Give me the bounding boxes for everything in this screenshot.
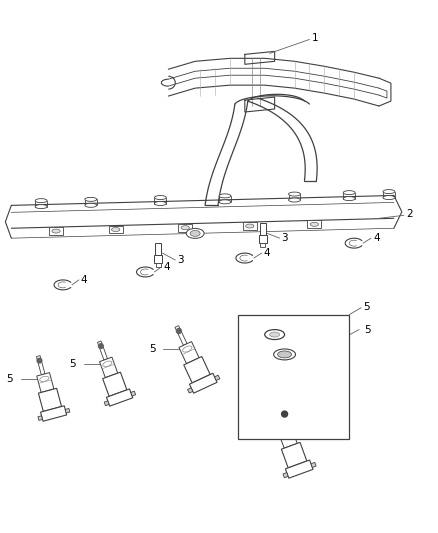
Polygon shape bbox=[184, 357, 210, 383]
Ellipse shape bbox=[190, 230, 200, 237]
Ellipse shape bbox=[289, 198, 300, 202]
Polygon shape bbox=[37, 373, 54, 392]
Ellipse shape bbox=[274, 349, 296, 360]
Bar bbox=[49, 227, 63, 235]
Text: 3: 3 bbox=[282, 233, 288, 243]
Polygon shape bbox=[179, 342, 199, 364]
Circle shape bbox=[99, 344, 103, 349]
Ellipse shape bbox=[246, 224, 254, 228]
Circle shape bbox=[277, 413, 282, 417]
Polygon shape bbox=[215, 375, 220, 381]
Ellipse shape bbox=[103, 361, 112, 367]
Bar bbox=[155, 255, 162, 263]
Text: 2: 2 bbox=[406, 209, 413, 220]
Polygon shape bbox=[65, 408, 70, 413]
Ellipse shape bbox=[112, 228, 120, 231]
Bar bbox=[243, 222, 257, 230]
Polygon shape bbox=[38, 416, 42, 421]
Polygon shape bbox=[276, 409, 286, 430]
Text: 3: 3 bbox=[177, 255, 184, 265]
Ellipse shape bbox=[219, 200, 231, 204]
Ellipse shape bbox=[289, 192, 300, 196]
Ellipse shape bbox=[85, 197, 97, 201]
Polygon shape bbox=[281, 442, 307, 468]
Ellipse shape bbox=[270, 332, 279, 337]
Ellipse shape bbox=[35, 199, 47, 203]
Ellipse shape bbox=[52, 229, 60, 233]
Polygon shape bbox=[131, 391, 136, 396]
Polygon shape bbox=[41, 406, 67, 421]
Polygon shape bbox=[311, 463, 316, 467]
Ellipse shape bbox=[181, 225, 189, 230]
Ellipse shape bbox=[282, 431, 291, 437]
Ellipse shape bbox=[35, 205, 47, 208]
Polygon shape bbox=[190, 373, 217, 393]
Text: 4: 4 bbox=[163, 262, 170, 272]
Polygon shape bbox=[39, 388, 61, 411]
Bar bbox=[307, 220, 321, 228]
Polygon shape bbox=[102, 372, 127, 397]
Polygon shape bbox=[104, 401, 109, 406]
Ellipse shape bbox=[343, 197, 355, 200]
Polygon shape bbox=[36, 356, 45, 375]
Text: 5: 5 bbox=[6, 374, 13, 384]
Bar bbox=[259, 235, 267, 243]
Circle shape bbox=[37, 358, 42, 363]
Ellipse shape bbox=[310, 222, 318, 227]
Polygon shape bbox=[175, 326, 187, 345]
Polygon shape bbox=[286, 460, 313, 478]
Circle shape bbox=[282, 411, 288, 417]
Polygon shape bbox=[99, 357, 118, 378]
Bar bbox=[156, 263, 161, 267]
Ellipse shape bbox=[85, 203, 97, 207]
Text: 4: 4 bbox=[81, 275, 88, 285]
Ellipse shape bbox=[155, 196, 166, 199]
Bar bbox=[260, 243, 265, 247]
Ellipse shape bbox=[383, 196, 395, 199]
Bar bbox=[238, 314, 349, 439]
Polygon shape bbox=[106, 389, 133, 406]
Text: 1: 1 bbox=[311, 34, 318, 44]
Ellipse shape bbox=[383, 190, 395, 193]
Polygon shape bbox=[278, 426, 297, 448]
Polygon shape bbox=[98, 341, 107, 360]
Bar bbox=[155, 243, 161, 257]
Ellipse shape bbox=[265, 329, 285, 340]
Bar bbox=[109, 225, 123, 233]
Bar bbox=[260, 223, 266, 237]
Text: 5: 5 bbox=[70, 359, 76, 369]
Circle shape bbox=[177, 328, 181, 334]
Ellipse shape bbox=[278, 351, 292, 358]
Ellipse shape bbox=[40, 376, 49, 382]
Text: 6: 6 bbox=[237, 329, 244, 340]
Bar bbox=[178, 224, 192, 232]
Text: 5: 5 bbox=[149, 344, 156, 354]
Ellipse shape bbox=[219, 194, 231, 198]
Text: 4: 4 bbox=[264, 248, 270, 258]
Text: 5: 5 bbox=[364, 325, 371, 335]
Ellipse shape bbox=[343, 191, 355, 195]
Ellipse shape bbox=[155, 201, 166, 206]
Ellipse shape bbox=[186, 229, 204, 238]
Polygon shape bbox=[187, 388, 193, 393]
Polygon shape bbox=[283, 473, 288, 478]
Text: 4: 4 bbox=[373, 233, 380, 243]
Text: 5: 5 bbox=[363, 302, 370, 312]
Ellipse shape bbox=[183, 346, 192, 352]
